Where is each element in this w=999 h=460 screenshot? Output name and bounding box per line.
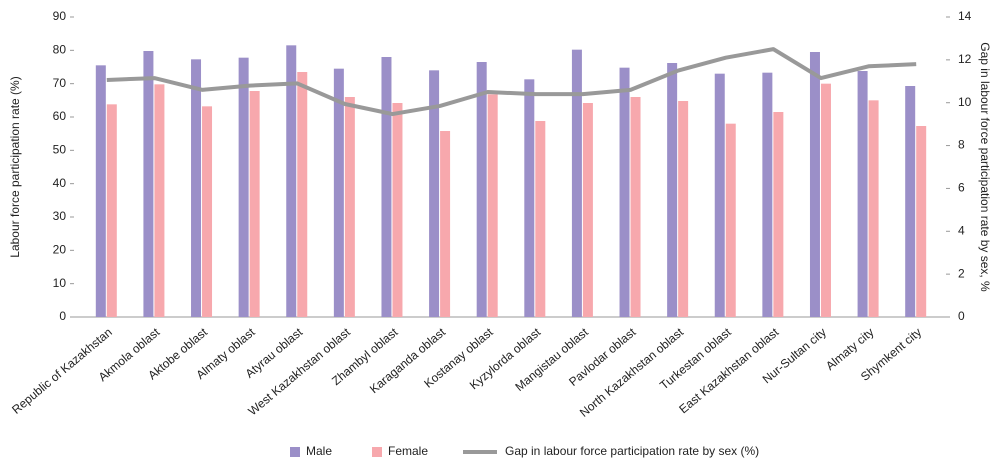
bar <box>333 68 344 318</box>
y-tick-label: 50 <box>53 143 67 157</box>
bar <box>809 52 820 317</box>
bar <box>857 71 868 317</box>
bar <box>476 62 487 317</box>
bar <box>106 104 117 317</box>
bar <box>916 126 927 317</box>
bar <box>381 57 392 317</box>
bar <box>524 79 535 317</box>
y-tick-label: 20 <box>53 243 67 257</box>
bar <box>820 83 831 318</box>
y-tick-label: 60 <box>53 109 67 123</box>
bar <box>571 49 582 318</box>
bar <box>905 86 916 317</box>
bar <box>392 103 403 317</box>
bar <box>440 131 451 317</box>
legend-swatch <box>372 447 382 457</box>
y2-tick-label: 14 <box>958 9 972 23</box>
y2-tick-label: 8 <box>958 138 965 152</box>
y2-axis-title: Gap in labour force participation rate b… <box>978 42 992 292</box>
bar <box>619 67 630 318</box>
bar <box>143 51 154 317</box>
bar <box>429 70 440 317</box>
bar <box>582 103 593 317</box>
y-tick-label: 40 <box>53 176 67 190</box>
bar <box>154 84 165 317</box>
bar <box>297 72 308 317</box>
bar <box>238 57 249 318</box>
legend-swatch <box>290 447 300 457</box>
bar <box>535 121 546 317</box>
legend-label: Female <box>388 444 428 458</box>
y-tick-label: 70 <box>53 76 67 90</box>
bar <box>95 65 106 317</box>
y2-tick-label: 6 <box>958 181 965 195</box>
bar <box>286 45 297 317</box>
y2-tick-label: 2 <box>958 266 965 280</box>
y2-tick-label: 4 <box>958 223 965 237</box>
bar <box>725 123 736 318</box>
y2-tick-label: 10 <box>958 95 972 109</box>
y-tick-label: 30 <box>53 209 67 223</box>
y-tick-label: 0 <box>59 309 66 323</box>
line-series <box>106 47 917 117</box>
bar <box>714 73 725 318</box>
y-tick-label: 80 <box>53 43 67 57</box>
bar <box>630 97 641 317</box>
y2-tick-label: 0 <box>958 309 965 323</box>
y2-tick-label: 12 <box>958 52 972 66</box>
bar <box>678 101 689 317</box>
legend-label: Male <box>306 444 332 458</box>
bar <box>202 106 213 317</box>
y-tick-label: 90 <box>53 9 67 23</box>
bar <box>249 91 260 317</box>
legend-label: Gap in labour force participation rate b… <box>505 444 759 458</box>
bar <box>487 94 498 317</box>
bar <box>344 97 355 317</box>
bar <box>667 63 678 317</box>
bar <box>191 59 202 317</box>
bar <box>762 72 773 318</box>
y-axis-title: Labour force participation rate (%) <box>8 76 22 257</box>
bar <box>868 100 879 317</box>
y-tick-label: 10 <box>53 276 67 290</box>
bar <box>773 112 784 317</box>
